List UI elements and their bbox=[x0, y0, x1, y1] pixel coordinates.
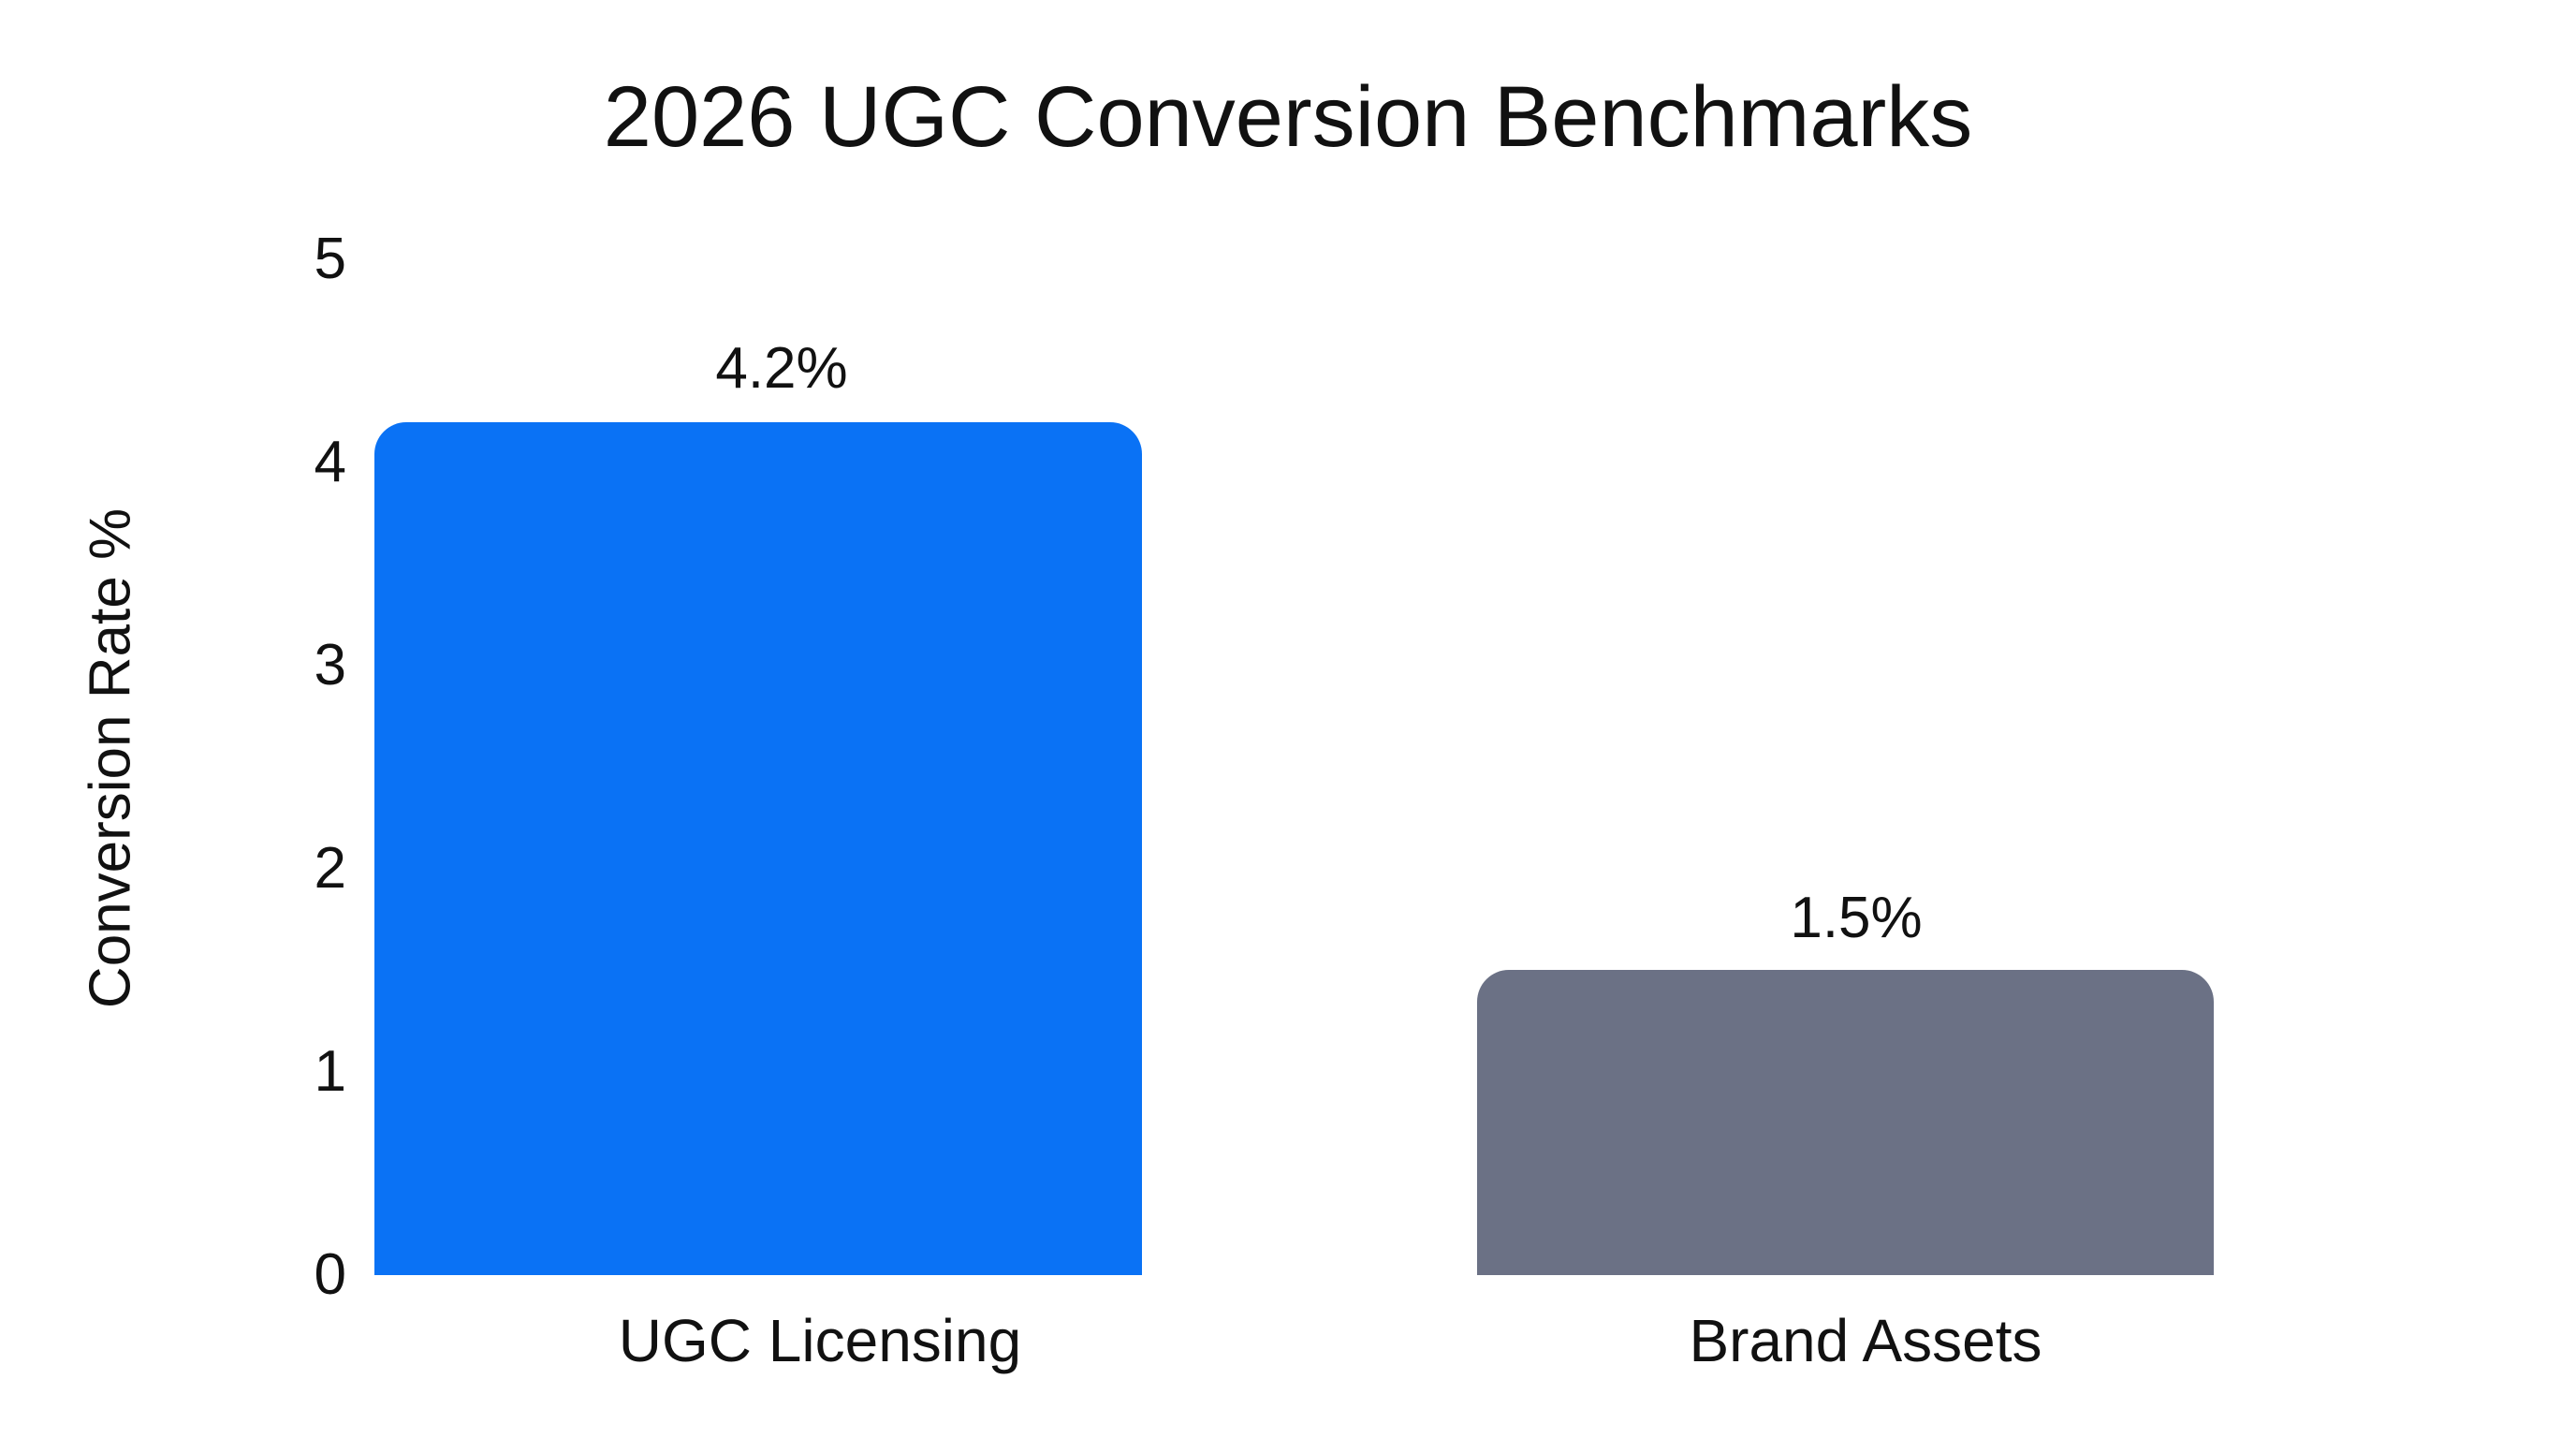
y-tick-1: 1 bbox=[314, 1039, 346, 1104]
y-tick-2: 2 bbox=[314, 836, 346, 901]
bar-value-label-ugc-licensing: 4.2% bbox=[715, 336, 848, 401]
bar-value-label-brand-assets: 1.5% bbox=[1790, 886, 1923, 950]
plot-area bbox=[374, 259, 2247, 1275]
y-tick-4: 4 bbox=[314, 430, 346, 494]
bar-brand-assets bbox=[1477, 970, 2214, 1275]
x-category-label-ugc-licensing: UGC Licensing bbox=[618, 1307, 1022, 1374]
y-axis-label: Conversion Rate % bbox=[78, 507, 143, 1009]
y-tick-3: 3 bbox=[314, 633, 346, 697]
chart-title: 2026 UGC Conversion Benchmarks bbox=[603, 69, 1973, 165]
y-tick-0: 0 bbox=[314, 1242, 346, 1307]
bar-ugc-licensing bbox=[374, 422, 1142, 1275]
y-tick-5: 5 bbox=[314, 227, 346, 291]
x-category-label-brand-assets: Brand Assets bbox=[1689, 1307, 2042, 1374]
